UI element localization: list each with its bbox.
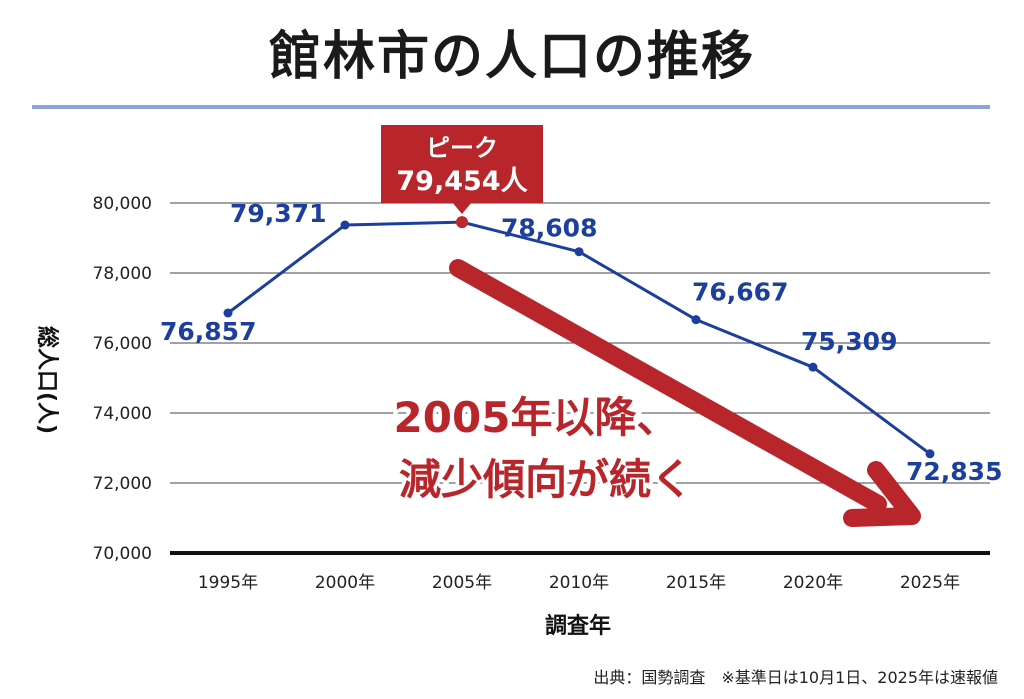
y-tick-labels: 70,000 72,000 74,000 76,000 78,000 80,000 bbox=[93, 194, 152, 564]
data-point bbox=[808, 362, 818, 372]
x-tick-label: 1995年 bbox=[198, 573, 258, 593]
trend-arrow-group bbox=[449, 259, 921, 527]
data-labels: 76,857 79,371 78,608 76,667 75,309 72,835 bbox=[160, 199, 1002, 486]
y-tick-label: 78,000 bbox=[93, 264, 152, 284]
x-tick-label: 2025年 bbox=[900, 573, 960, 593]
y-tick-label: 80,000 bbox=[93, 194, 152, 214]
peak-callout: ピーク 79,454人 bbox=[381, 125, 543, 214]
title-divider bbox=[32, 105, 990, 109]
y-tick-label: 72,000 bbox=[93, 474, 152, 494]
data-point bbox=[340, 220, 350, 230]
data-label: 76,667 bbox=[692, 278, 788, 307]
trend-arrow-shaft bbox=[449, 259, 887, 513]
y-tick-label: 74,000 bbox=[93, 404, 152, 424]
series-line-group bbox=[223, 216, 935, 459]
peak-callout-pointer bbox=[452, 202, 472, 214]
data-point bbox=[691, 315, 701, 325]
data-point bbox=[574, 247, 584, 257]
data-label: 75,309 bbox=[801, 327, 897, 356]
source-note: 出典：国勢調査 ※基準日は10月1日、2025年は速報値 bbox=[593, 668, 998, 687]
data-label: 79,371 bbox=[230, 199, 326, 228]
data-label: 72,835 bbox=[906, 457, 1002, 486]
x-axis-label: 調査年 bbox=[545, 613, 611, 639]
data-point bbox=[223, 308, 233, 318]
data-label: 76,857 bbox=[160, 317, 256, 346]
y-axis-label: 総人口(人) bbox=[34, 326, 60, 434]
chart-title: 館林市の人口の推移 bbox=[268, 27, 755, 87]
x-tick-label: 2000年 bbox=[315, 573, 375, 593]
peak-callout-box bbox=[381, 125, 543, 203]
x-tick-label: 2015年 bbox=[666, 573, 726, 593]
x-tick-label: 2020年 bbox=[783, 573, 843, 593]
y-tick-label: 70,000 bbox=[93, 544, 152, 564]
peak-callout-value: 79,454人 bbox=[396, 166, 527, 197]
peak-callout-title: ピーク bbox=[426, 134, 498, 162]
trend-arrow-head bbox=[843, 461, 921, 527]
data-label: 78,608 bbox=[501, 214, 597, 243]
x-tick-labels: 1995年 2000年 2005年 2010年 2015年 2020年 2025年 bbox=[198, 573, 960, 593]
y-tick-label: 76,000 bbox=[93, 334, 152, 354]
trend-annotation: 2005年以降、 減少傾向が続く bbox=[390, 390, 696, 508]
data-point bbox=[925, 449, 935, 459]
x-tick-label: 2010年 bbox=[549, 573, 609, 593]
trend-annotation-line2: 減少傾向が続く bbox=[399, 455, 693, 504]
peak-point bbox=[456, 216, 468, 229]
x-tick-label: 2005年 bbox=[432, 573, 492, 593]
trend-annotation-line1: 2005年以降、 bbox=[394, 393, 679, 442]
